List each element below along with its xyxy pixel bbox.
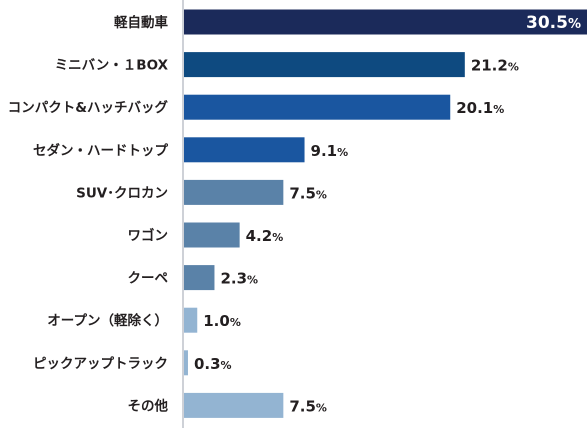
value-number: 20.1	[456, 99, 493, 117]
bar	[184, 9, 587, 35]
value-unit: %	[247, 274, 258, 287]
bar	[184, 94, 451, 120]
category-label: ミニバン・１BOX	[55, 58, 169, 74]
value-number: 7.5	[289, 397, 316, 415]
value-label: 7.5%	[289, 184, 327, 202]
bar	[184, 307, 198, 333]
value-unit: %	[272, 231, 283, 244]
value-label: 7.5%	[289, 397, 327, 415]
category-label: コンパクト&ハッチバッグ	[8, 99, 169, 116]
value-unit: %	[221, 359, 232, 372]
category-label: SUV･クロカン	[76, 185, 168, 201]
value-number: 21.2	[471, 57, 508, 75]
value-number: 2.3	[220, 270, 247, 288]
value-label: 21.2%	[471, 57, 519, 75]
value-label: 0.3%	[194, 355, 232, 373]
category-label: オープン（軽除く）	[47, 312, 168, 329]
value-label: 1.0%	[203, 312, 241, 330]
value-label: 20.1%	[456, 99, 504, 117]
category-label: クーペ	[128, 271, 169, 287]
bar	[184, 265, 215, 291]
value-number: 7.5	[289, 184, 316, 202]
value-unit: %	[337, 146, 348, 159]
bar	[184, 392, 284, 418]
bars-group: 軽自動車 30.5% ミニバン・１BOX 21.2% コンパクト&ハッチバッグ 20.1%…	[8, 9, 587, 418]
value-label: 4.2%	[246, 227, 284, 245]
bar	[184, 179, 284, 205]
bar	[184, 137, 305, 163]
category-label: その他	[128, 397, 169, 414]
category-label: 軽自動車	[114, 14, 168, 31]
value-number: 0.3	[194, 355, 221, 373]
bar	[184, 350, 188, 376]
category-label: ワゴン	[128, 227, 169, 244]
value-unit: %	[316, 188, 327, 201]
value-number: 1.0	[203, 312, 230, 330]
category-label: セダン・ハードトップ	[33, 142, 168, 159]
value-label: 30.5%	[526, 13, 581, 33]
value-label: 9.1%	[311, 142, 349, 160]
value-number: 9.1	[311, 142, 338, 160]
category-label: ピックアップトラック	[33, 356, 168, 372]
bar	[184, 52, 465, 78]
value-label: 2.3%	[220, 270, 258, 288]
value-unit: %	[230, 316, 241, 329]
value-number: 30.5	[526, 13, 568, 33]
value-unit: %	[316, 401, 327, 414]
value-unit: %	[508, 61, 519, 74]
value-unit: %	[493, 103, 504, 116]
value-unit: %	[568, 17, 581, 32]
value-number: 4.2	[246, 227, 273, 245]
bar	[184, 222, 240, 248]
